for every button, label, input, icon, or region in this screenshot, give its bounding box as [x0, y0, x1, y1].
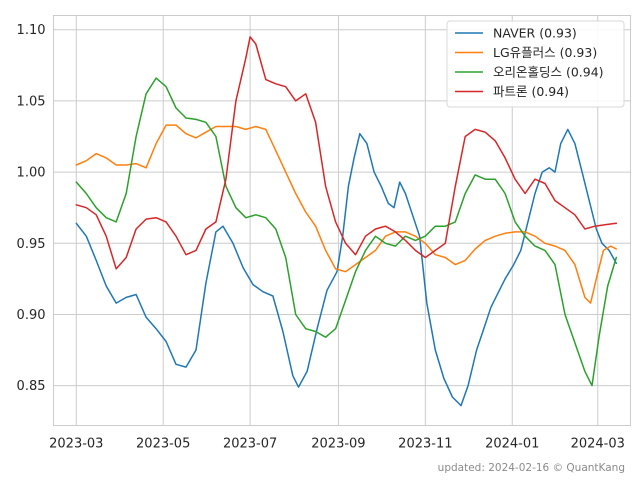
- legend-label-1: LG유플러스 (0.93): [493, 45, 597, 60]
- x-tick-label: 2023-05: [136, 437, 190, 452]
- y-tick-label: 0.85: [17, 379, 46, 394]
- axis-tick-labels: 0.85 0.90 0.95 1.00 1.05 1.10 2023-03 2023-05 20…: [17, 23, 625, 451]
- legend: NAVER (0.93) LG유플러스 (0.93) 오리온홀딩스 (0.94) 파트…: [446, 20, 625, 108]
- x-tick-label: 2023-09: [311, 437, 365, 452]
- y-tick-label: 1.10: [17, 23, 46, 38]
- footer-credit: updated: 2024-02-16 © QuantKang: [437, 462, 625, 474]
- legend-label-2: 오리온홀딩스 (0.94): [493, 65, 604, 80]
- series-lines: [75, 36, 618, 407]
- legend-label-0: NAVER (0.93): [493, 26, 577, 41]
- y-tick-label: 1.05: [17, 94, 46, 109]
- legend-box: [446, 20, 625, 108]
- series-line-3: [75, 36, 618, 270]
- y-tick-label: 1.00: [17, 166, 46, 181]
- x-tick-label: 2023-03: [49, 437, 103, 452]
- y-tick-label: 0.95: [17, 237, 46, 252]
- series-line-2: [75, 77, 618, 387]
- y-tick-label: 0.90: [17, 308, 46, 323]
- x-tick-label: 2024-01: [485, 437, 539, 452]
- x-tick-label: 2024-03: [571, 437, 625, 452]
- legend-label-3: 파트론 (0.94): [493, 84, 569, 99]
- series-line-1: [75, 124, 618, 304]
- x-tick-label: 2023-07: [223, 437, 277, 452]
- series-line-0: [75, 128, 618, 407]
- x-tick-label: 2023-11: [398, 437, 452, 452]
